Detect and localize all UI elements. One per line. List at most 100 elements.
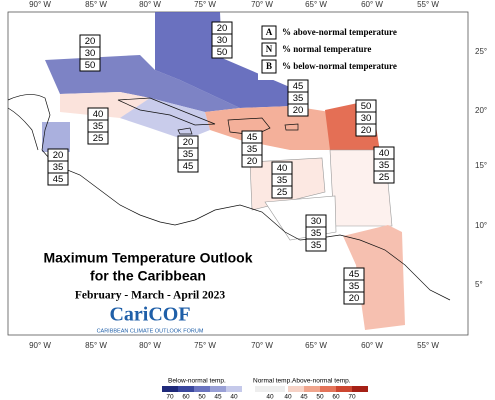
prob-value: 45 [183,161,194,172]
region-guianas [343,225,405,330]
prob-value: 25 [277,187,288,198]
prob-value: 30 [85,48,96,59]
legend-key: A [266,27,273,37]
lat-label: 20° [475,106,487,115]
prob-cell [305,238,327,252]
prob-value: 35 [349,281,360,292]
lon-label: 55° W [417,341,439,350]
colorbar-title: Above-normal temp. [292,378,351,385]
lon-label: 65° W [305,0,327,9]
prob-value: 40 [93,109,104,120]
region-bahamas [155,12,292,108]
region-jamaica [120,98,210,140]
prob-value: 30 [217,35,228,46]
title-block: Maximum Temperature Outlook for the Cari… [43,250,252,335]
colorbar-swatch [226,386,242,392]
coastline-puertorico [284,123,299,131]
prob-value: 25 [379,172,390,183]
colorbar-swatch [352,386,368,392]
prob-value: 50 [361,101,372,112]
prob-cell [287,103,309,117]
colorbar-swatch [255,386,285,392]
legend-bg [258,22,418,80]
lon-label: 65° W [305,341,327,350]
lon-label: 85° W [85,0,107,9]
prob-value: 20 [53,150,64,161]
prob-value: 45 [247,132,258,143]
colorbar-tick: 40 [230,394,238,400]
prob-cell [79,58,101,72]
prob-value: 35 [293,93,304,104]
lat-label: 25° [475,47,487,56]
prob-value: 35 [53,162,64,173]
legend: A % above-normal temperature N % normal … [258,22,418,80]
legend-key-box [261,42,277,57]
colorbar-tick: 60 [182,394,190,400]
prob-cell [373,170,395,184]
colorbar-title: Normal temp. [253,378,292,385]
lon-label: 70° W [251,341,273,350]
colorbar-swatch [320,386,336,392]
legend-key-box [261,25,277,40]
lat-label: 15° [475,161,487,170]
colorbar-tick: 70 [166,394,174,400]
prob-value: 35 [379,160,390,171]
colorbar-swatch [304,386,320,392]
title-line: for the Caribbean [90,268,206,284]
colorbar-swatch [288,386,304,392]
colorbar-tick: 50 [198,394,206,400]
prob-cell [343,291,365,305]
legend-key: N [266,44,273,54]
prob-cell [87,131,109,145]
lon-label: 55° W [417,0,439,9]
colorbar-tick: 50 [316,394,324,400]
colorbar: Below-normal temp. Normal temp. Above-norm… [162,378,368,400]
lon-label: 75° W [194,0,216,9]
prob-value: 45 [53,174,64,185]
prob-cell [355,123,377,137]
lon-label: 75° W [194,341,216,350]
prob-value: 35 [93,121,104,132]
logo: CariCOF [109,304,190,326]
prob-value: 35 [247,144,258,155]
prob-cell [211,45,233,59]
coastline-mainland [7,94,451,301]
prob-value: 20 [217,23,228,34]
coastlines [7,94,451,301]
prob-value: 20 [293,105,304,116]
colorbar-tick: 60 [332,394,340,400]
colorbar-swatch [210,386,226,392]
colorbar-tick: 45 [214,394,222,400]
colorbar-swatch [178,386,194,392]
prob-value: 35 [311,228,322,239]
colorbar-tick: 70 [348,394,356,400]
colorbar-tick: 40 [266,394,274,400]
prob-cell [241,154,263,168]
colorbar-swatch [162,386,178,392]
prob-value: 20 [361,125,372,136]
lon-label: 70° W [251,0,273,9]
prob-cell [47,172,69,186]
region-hispaniola [205,106,330,150]
colorbar-tick: 40 [284,394,292,400]
lon-label: 80° W [139,0,161,9]
prob-value: 50 [217,47,228,58]
lon-label: 60° W [361,341,383,350]
region-belize [42,122,70,152]
colorbar-swatch [336,386,352,392]
lon-label: 85° W [85,341,107,350]
colorbar-tick: 45 [300,394,308,400]
legend-text: % above-normal temperature [282,27,397,37]
prob-value: 40 [379,148,390,159]
